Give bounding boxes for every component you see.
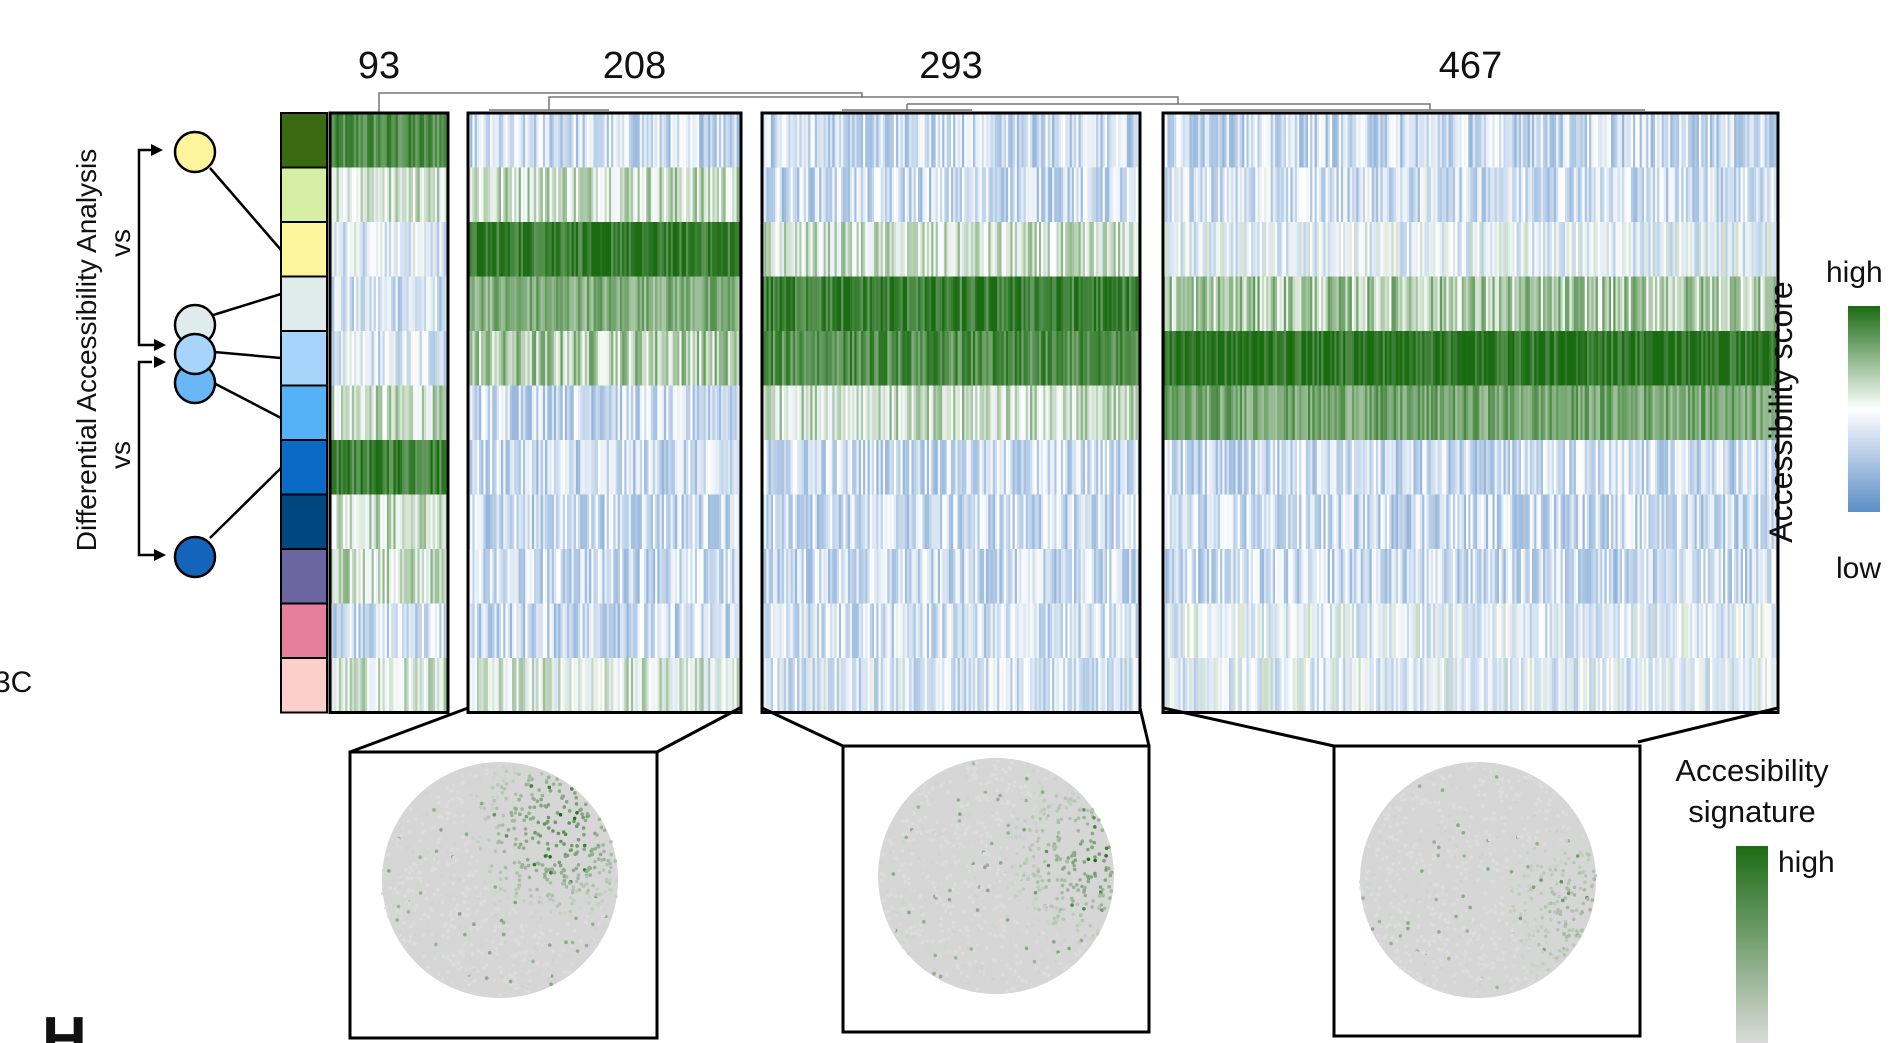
node-connector-lines [207, 167, 282, 539]
heatmap-cluster-border [328, 111, 450, 714]
heatmap-cluster-border [466, 111, 743, 714]
cluster-size-label: 293 [919, 45, 982, 87]
row-color-swatch [280, 275, 328, 332]
heatmap-cluster-293 [762, 113, 1141, 713]
signature-title-line1: Accesibility [1675, 753, 1829, 788]
heatmap-cluster-93 [330, 113, 449, 713]
row-color-swatch [280, 548, 328, 605]
node-light-blue [173, 332, 217, 376]
axis-title: Differential Accessibility Analysis [71, 149, 102, 552]
row-color-swatch [280, 384, 328, 441]
row-color-swatch [280, 493, 328, 550]
heatmap [328, 111, 1780, 714]
cluster-size-label: 467 [1439, 45, 1502, 87]
row-color-strip [280, 112, 328, 714]
vs-label-bottom: vs [105, 441, 136, 469]
heatmap-cluster-467 [1163, 113, 1779, 713]
colorbar-low-label: low [1836, 552, 1881, 585]
bracket-arrowheads [151, 144, 166, 561]
comparison-brackets [137, 148, 156, 557]
node-yellow [173, 130, 217, 174]
zoom-connectors [349, 706, 1779, 754]
cluster-size-label: 208 [603, 45, 666, 87]
signature-high-label: high [1778, 846, 1835, 879]
vs-label-top: vs [105, 229, 136, 257]
signature-panel [841, 744, 1151, 1034]
cluster-size-label: 93 [358, 45, 400, 87]
row-color-swatch [280, 657, 328, 714]
row-color-swatch [280, 221, 328, 278]
row-color-swatch [280, 602, 328, 659]
signature-colorbar [1736, 846, 1768, 1043]
colorbar-high-label: high [1826, 256, 1883, 289]
colorbar-title: Accessibility score [1763, 281, 1799, 542]
heatmap-cluster-border [1161, 111, 1780, 714]
row-color-swatch [280, 439, 328, 496]
heatmap-cluster-208 [468, 113, 742, 713]
signature-title-line2: signature [1688, 794, 1816, 829]
signature-panel [348, 750, 659, 1040]
row-color-swatch [280, 112, 328, 169]
signature-panels [348, 744, 1642, 1040]
accessibility-colorbar [1848, 306, 1880, 512]
dendrogram [378, 92, 1645, 112]
side-fragment-text: 3C [0, 666, 32, 699]
bottom-fragment-text: H [42, 1005, 87, 1043]
heatmap-cluster-border [760, 111, 1142, 714]
cluster-size-labels: 93 208 293 467 [358, 45, 1502, 87]
row-color-swatch [280, 166, 328, 223]
node-dark-blue [173, 535, 217, 579]
signature-panel [1332, 744, 1642, 1038]
row-color-swatch [280, 330, 328, 387]
